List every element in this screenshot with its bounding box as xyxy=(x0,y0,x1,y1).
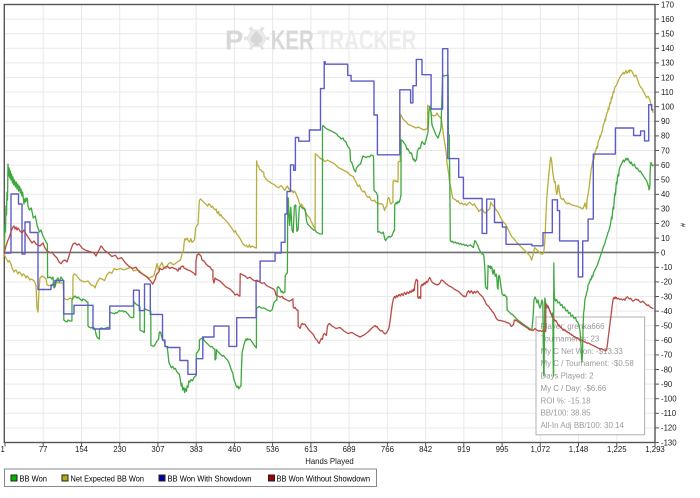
svg-text:ROI %: -15.18: ROI %: -15.18 xyxy=(541,396,592,405)
svg-text:-30: -30 xyxy=(661,292,673,301)
svg-text:BB Won Without Showdown: BB Won Without Showdown xyxy=(277,473,371,483)
svg-text:#: # xyxy=(679,222,688,227)
svg-text:BB/100: 38.85: BB/100: 38.85 xyxy=(541,409,592,418)
svg-text:Player: grenka666: Player: grenka666 xyxy=(541,322,606,331)
svg-text:77: 77 xyxy=(39,445,48,454)
svg-text:30: 30 xyxy=(661,205,670,214)
svg-text:1: 1 xyxy=(1,445,5,454)
svg-text:613: 613 xyxy=(304,445,317,454)
svg-text:My C / Tournament: -$0.58: My C / Tournament: -$0.58 xyxy=(541,359,635,368)
svg-text:120: 120 xyxy=(661,73,675,82)
svg-text:1,148: 1,148 xyxy=(569,445,589,454)
svg-text:-20: -20 xyxy=(661,278,673,287)
svg-text:110: 110 xyxy=(661,88,674,97)
svg-text:-10: -10 xyxy=(661,263,673,272)
svg-text:40: 40 xyxy=(661,190,670,199)
svg-text:460: 460 xyxy=(228,445,242,454)
svg-text:130: 130 xyxy=(661,59,675,68)
svg-text:170: 170 xyxy=(661,0,675,9)
svg-text:-130: -130 xyxy=(661,438,677,447)
svg-text:-50: -50 xyxy=(661,322,673,331)
svg-text:383: 383 xyxy=(190,445,203,454)
svg-text:140: 140 xyxy=(661,44,675,53)
svg-text:Days Played: 2: Days Played: 2 xyxy=(541,372,594,381)
svg-text:-90: -90 xyxy=(661,380,673,389)
svg-text:150: 150 xyxy=(661,30,675,39)
svg-text:689: 689 xyxy=(343,445,356,454)
svg-text:160: 160 xyxy=(661,15,675,24)
svg-text:995: 995 xyxy=(496,445,510,454)
svg-text:70: 70 xyxy=(661,146,670,155)
svg-text:-60: -60 xyxy=(661,336,673,345)
svg-text:766: 766 xyxy=(381,445,394,454)
svg-text:All-In Adj BB/100: 30.14: All-In Adj BB/100: 30.14 xyxy=(541,421,625,430)
svg-text:307: 307 xyxy=(151,445,164,454)
svg-text:Net Expected BB Won: Net Expected BB Won xyxy=(71,473,145,483)
svg-text:-100: -100 xyxy=(661,395,677,404)
svg-text:90: 90 xyxy=(661,117,670,126)
svg-text:100: 100 xyxy=(661,103,675,112)
svg-text:842: 842 xyxy=(419,445,432,454)
svg-text:-120: -120 xyxy=(661,424,677,433)
svg-text:154: 154 xyxy=(75,445,89,454)
svg-text:-40: -40 xyxy=(661,307,673,316)
svg-text:BB Won With Showdown: BB Won With Showdown xyxy=(168,473,252,483)
svg-text:My C / Day: -$6.66: My C / Day: -$6.66 xyxy=(541,384,607,393)
svg-text:80: 80 xyxy=(661,132,670,141)
svg-text:-70: -70 xyxy=(661,351,673,360)
svg-text:1,293: 1,293 xyxy=(645,445,665,454)
svg-text:919: 919 xyxy=(457,445,470,454)
svg-text:60: 60 xyxy=(661,161,670,170)
svg-text:0: 0 xyxy=(661,249,666,258)
svg-text:230: 230 xyxy=(113,445,127,454)
svg-text:P: P xyxy=(225,24,244,55)
svg-text:-110: -110 xyxy=(661,409,677,418)
svg-text:BB Won: BB Won xyxy=(20,473,48,483)
svg-text:1,072: 1,072 xyxy=(531,445,551,454)
svg-text:KER: KER xyxy=(271,24,314,55)
svg-text:50: 50 xyxy=(661,176,670,185)
svg-text:-80: -80 xyxy=(661,365,673,374)
svg-text:TRACKER: TRACKER xyxy=(317,24,417,55)
svg-text:536: 536 xyxy=(266,445,279,454)
svg-text:20: 20 xyxy=(661,219,670,228)
svg-text:10: 10 xyxy=(661,234,670,243)
svg-text:1,225: 1,225 xyxy=(607,445,627,454)
svg-text:Hands Played: Hands Played xyxy=(305,457,354,466)
svg-text:Tournaments: 23: Tournaments: 23 xyxy=(541,335,600,344)
